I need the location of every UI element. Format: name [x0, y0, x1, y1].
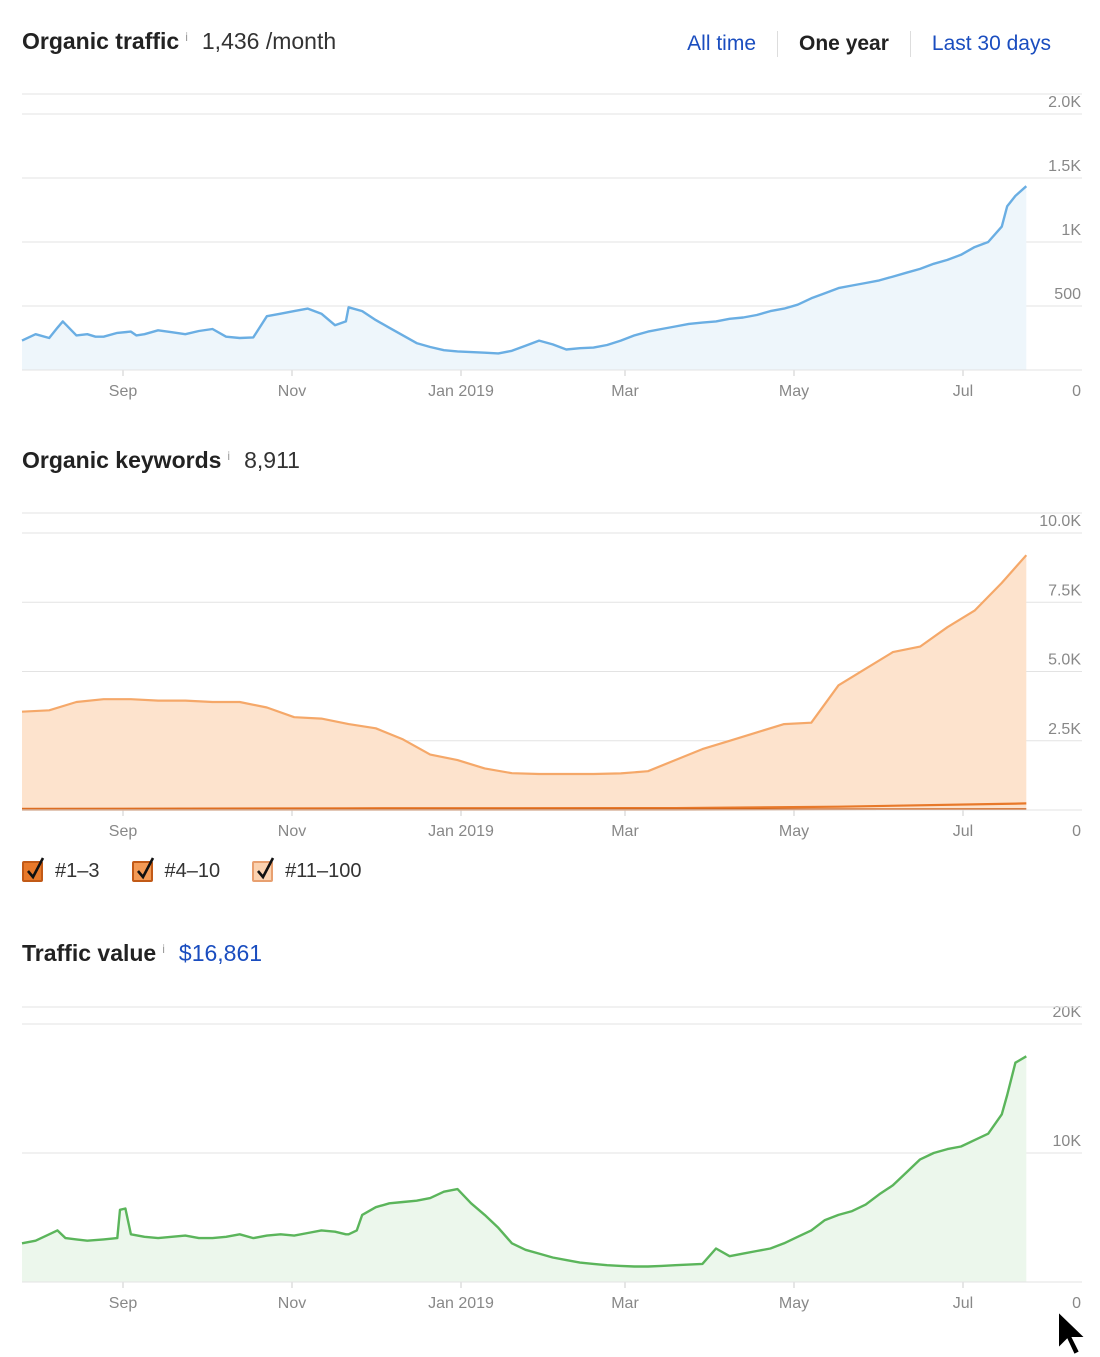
- y-tick-label: 2.0K: [1048, 94, 1081, 111]
- x-tick-label: May: [779, 383, 809, 400]
- x-tick-label: Jul: [953, 383, 973, 400]
- legend-label: #1–3: [55, 860, 100, 882]
- info-icon[interactable]: i: [185, 30, 188, 44]
- y-tick-label: 0: [1072, 823, 1081, 840]
- y-tick-label: 20K: [1053, 1004, 1082, 1021]
- y-tick-label: 7.5K: [1048, 582, 1081, 599]
- legend-item-1-3[interactable]: #1–3: [22, 857, 100, 883]
- organic-keywords-title: Organic keywords: [22, 447, 222, 473]
- x-tick-label: Nov: [278, 383, 306, 400]
- y-tick-label: 1K: [1061, 222, 1081, 239]
- checkbox-checked-icon[interactable]: [22, 857, 45, 882]
- keywords-legend: #1–3 #4–10 #11–100: [22, 857, 394, 883]
- legend-label: #11–100: [285, 860, 362, 882]
- organic-traffic-title: Organic traffic: [22, 28, 180, 54]
- series-line: [21, 185, 1028, 355]
- organic-keywords-header: Organic keywords i 8,911: [22, 447, 300, 474]
- info-icon[interactable]: i: [162, 942, 165, 956]
- x-tick-label: Nov: [278, 823, 306, 840]
- series-line: [21, 802, 1027, 810]
- organic-keywords-value: 8,911: [244, 447, 300, 473]
- range-last-30-days[interactable]: Last 30 days: [931, 32, 1051, 55]
- traffic-value-title: Traffic value: [22, 940, 157, 966]
- x-tick-label: May: [779, 823, 809, 840]
- x-tick-label: Sep: [109, 383, 138, 400]
- legend-label: #4–10: [164, 860, 221, 882]
- y-tick-label: 0: [1072, 1295, 1081, 1312]
- legend-item-4-10[interactable]: #4–10: [131, 857, 221, 883]
- organic-traffic-header: Organic traffic i 1,436 /month: [22, 28, 336, 55]
- x-tick-label: Jan 2019: [428, 823, 494, 840]
- y-tick-label: 500: [1054, 286, 1081, 303]
- traffic-value-chart[interactable]: 0 10K 20K Sep Nov Jan 2019 Mar May Jul: [0, 1003, 1100, 1343]
- x-tick-label: Jan 2019: [428, 1295, 494, 1312]
- x-tick-label: Jan 2019: [428, 383, 494, 400]
- y-tick-label: 2.5K: [1048, 721, 1081, 738]
- x-tick-label: Nov: [278, 1295, 306, 1312]
- traffic-value-amount: $16,861: [178, 940, 263, 966]
- traffic-value-header: Traffic value i $16,861: [22, 940, 262, 967]
- time-range-switch: All time One year Last 30 days: [687, 31, 1051, 57]
- range-divider: [777, 31, 779, 57]
- x-tick-label: Sep: [109, 823, 138, 840]
- y-tick-label: 1.5K: [1048, 158, 1081, 175]
- x-tick-label: May: [779, 1295, 809, 1312]
- y-tick-label: 5.0K: [1048, 652, 1081, 669]
- y-tick-label: 10K: [1053, 1133, 1082, 1150]
- series-area: [22, 555, 1027, 810]
- range-all-time[interactable]: All time: [687, 32, 757, 55]
- range-divider: [909, 31, 911, 57]
- checkbox-checked-icon[interactable]: [131, 857, 154, 882]
- y-tick-label: 10.0K: [1039, 513, 1081, 530]
- x-tick-label: Mar: [611, 1295, 639, 1312]
- series-line: [21, 554, 1028, 776]
- organic-traffic-chart[interactable]: 0 500 1K 1.5K 2.0K Sep Nov Jan 2019 Mar May Jul: [0, 90, 1100, 410]
- series-area: [22, 1056, 1027, 1282]
- organic-traffic-value: 1,436 /month: [201, 28, 337, 54]
- organic-keywords-chart[interactable]: 0 2.5K 5.0K 7.5K 10.0K Sep Nov Jan 2019 Mar May Ju…: [0, 508, 1100, 848]
- series-area: [22, 186, 1027, 370]
- checkbox-checked-icon[interactable]: [252, 857, 275, 882]
- x-tick-label: Mar: [611, 823, 639, 840]
- range-one-year[interactable]: One year: [799, 32, 889, 55]
- x-tick-label: Jul: [953, 823, 973, 840]
- info-icon[interactable]: i: [227, 449, 231, 463]
- x-tick-label: Sep: [109, 1295, 138, 1312]
- x-tick-label: Jul: [953, 1295, 973, 1312]
- x-tick-label: Mar: [611, 383, 639, 400]
- mouse-pointer-icon: [1057, 1309, 1089, 1357]
- legend-item-11-100[interactable]: #11–100: [252, 857, 362, 883]
- series-line: [21, 1055, 1027, 1268]
- y-tick-label: 0: [1072, 383, 1081, 400]
